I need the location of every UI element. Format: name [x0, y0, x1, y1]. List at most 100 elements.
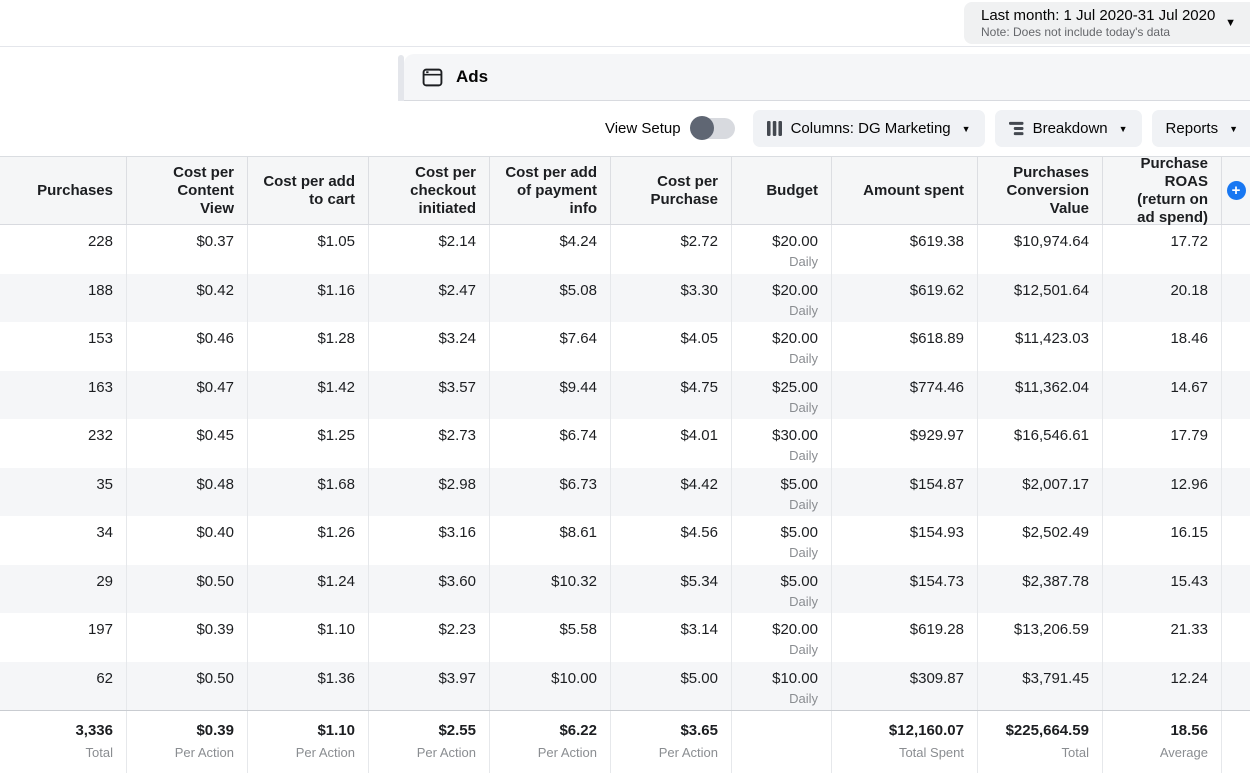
cell-purchases-conversion-value: $2,387.78	[978, 564, 1103, 613]
cell-budget: $20.00 Daily	[732, 613, 832, 662]
cell-cost-per-content-view: $0.47	[127, 370, 248, 419]
table-row[interactable]: 29 $0.50 $1.24 $3.60 $10.32 $5.34 $5.00 Daily $1…	[0, 564, 1250, 613]
footer-cell-cost-per-purchase: $3.65 Per Action	[611, 711, 732, 773]
cell-empty	[1222, 371, 1250, 420]
column-header-purchases-conversion-value[interactable]: Purchases Conversion Value	[978, 157, 1103, 224]
cell-budget: $20.00 Daily	[732, 225, 832, 274]
cell-purchases: 188	[0, 273, 127, 322]
columns-button-label: Columns: DG Marketing	[790, 120, 951, 137]
date-range-selector[interactable]: Last month: 1 Jul 2020-31 Jul 2020 Note:…	[964, 2, 1250, 44]
budget-period-label: Daily	[789, 448, 818, 463]
table-row[interactable]: 188 $0.42 $1.16 $2.47 $5.08 $3.30 $20.00 Daily $…	[0, 273, 1250, 322]
cell-purchase-roas: 14.67	[1103, 370, 1222, 419]
cell-cost-per-add-to-cart: $1.68	[248, 467, 369, 516]
column-header-cost-per-add-to-cart[interactable]: Cost per add to cart	[248, 157, 369, 224]
tab-strip: Ads	[0, 47, 1250, 101]
column-header-cost-per-add-of-payment-info[interactable]: Cost per add of payment info	[490, 157, 611, 224]
cell-cost-per-purchase: $4.01	[611, 419, 732, 468]
cell-purchases: 197	[0, 613, 127, 662]
footer-cell-cost-per-add-to-cart: $1.10 Per Action	[248, 711, 369, 773]
chevron-down-icon: ▼	[1118, 123, 1128, 134]
cell-cost-per-checkout-initiated: $3.16	[369, 516, 490, 565]
cell-cost-per-checkout-initiated: $3.97	[369, 661, 490, 710]
cell-purchase-roas: 12.24	[1103, 661, 1222, 710]
cell-cost-per-add-of-payment-info: $6.74	[490, 419, 611, 468]
cell-budget: $25.00 Daily	[732, 370, 832, 419]
cell-purchases-conversion-value: $10,974.64	[978, 225, 1103, 274]
footer-cell-amount-spent: $12,160.07 Total Spent	[832, 711, 978, 773]
cell-cost-per-content-view: $0.40	[127, 516, 248, 565]
table-row[interactable]: 35 $0.48 $1.68 $2.98 $6.73 $4.42 $5.00 Daily $15…	[0, 467, 1250, 517]
cell-purchases: 153	[0, 322, 127, 371]
view-setup-label: View Setup	[604, 120, 681, 137]
cell-cost-per-content-view: $0.46	[127, 322, 248, 371]
cell-cost-per-purchase: $4.05	[611, 322, 732, 371]
budget-period-label: Daily	[789, 642, 818, 657]
column-header-purchase-roas[interactable]: Purchase ROAS (return on ad spend)	[1103, 155, 1222, 226]
breakdown-button[interactable]: Breakdown ▼	[994, 110, 1142, 147]
cell-cost-per-add-of-payment-info: $4.24	[490, 225, 611, 274]
columns-button[interactable]: Columns: DG Marketing ▼	[752, 110, 985, 147]
cell-cost-per-content-view: $0.50	[127, 564, 248, 613]
add-column-header: +	[1222, 157, 1250, 224]
toggle-knob	[689, 116, 714, 140]
chevron-down-icon: ▼	[1225, 17, 1236, 29]
cell-empty	[1222, 468, 1250, 517]
reports-button[interactable]: Reports ▼	[1151, 110, 1250, 147]
cell-purchases-conversion-value: $11,423.03	[978, 322, 1103, 371]
footer-cell-purchase-roas: 18.56 Average	[1103, 711, 1222, 773]
column-header-cost-per-purchase[interactable]: Cost per Purchase	[611, 157, 732, 224]
column-header-amount-spent[interactable]: Amount spent	[832, 157, 978, 224]
cell-cost-per-add-of-payment-info: $9.44	[490, 370, 611, 419]
table-row[interactable]: 153 $0.46 $1.28 $3.24 $7.64 $4.05 $20.00 Daily $…	[0, 322, 1250, 371]
cell-amount-spent: $619.38	[832, 225, 978, 274]
view-setup-toggle[interactable]	[689, 116, 735, 140]
column-header-purchases[interactable]: Purchases	[0, 157, 127, 224]
cell-budget: $30.00 Daily	[732, 419, 832, 468]
cell-cost-per-content-view: $0.48	[127, 467, 248, 516]
cell-purchases-conversion-value: $2,007.17	[978, 467, 1103, 516]
cell-cost-per-content-view: $0.37	[127, 225, 248, 274]
column-header-cost-per-content-view[interactable]: Cost per Content View	[127, 157, 248, 224]
footer-cell-cost-per-checkout-initiated: $2.55 Per Action	[369, 711, 490, 773]
tab-divider	[398, 55, 404, 101]
cell-cost-per-checkout-initiated: $3.57	[369, 370, 490, 419]
cell-cost-per-add-to-cart: $1.25	[248, 419, 369, 468]
breakdown-button-label: Breakdown	[1032, 120, 1108, 137]
cell-cost-per-add-to-cart: $1.28	[248, 322, 369, 371]
cell-purchase-roas: 12.96	[1103, 467, 1222, 516]
cell-cost-per-content-view: $0.39	[127, 613, 248, 662]
cell-cost-per-checkout-initiated: $2.23	[369, 613, 490, 662]
table-row[interactable]: 197 $0.39 $1.10 $2.23 $5.58 $3.14 $20.00 Daily $…	[0, 613, 1250, 662]
table-row[interactable]: 163 $0.47 $1.42 $3.57 $9.44 $4.75 $25.00 Daily $…	[0, 370, 1250, 420]
cell-cost-per-add-of-payment-info: $10.32	[490, 564, 611, 613]
reports-button-label: Reports	[1165, 120, 1219, 137]
table-row[interactable]: 232 $0.45 $1.25 $2.73 $6.74 $4.01 $30.00 Daily $…	[0, 419, 1250, 468]
budget-period-label: Daily	[789, 399, 818, 415]
cell-amount-spent: $618.89	[832, 322, 978, 371]
ads-metrics-table: Purchases Cost per Content View Cost per a…	[0, 155, 1250, 773]
cell-cost-per-purchase: $4.56	[611, 516, 732, 565]
budget-period-label: Daily	[789, 545, 818, 560]
date-range-text: Last month: 1 Jul 2020-31 Jul 2020 Note:…	[981, 7, 1215, 40]
cell-purchases-conversion-value: $3,791.45	[978, 661, 1103, 710]
table-row[interactable]: 228 $0.37 $1.05 $2.14 $4.24 $2.72 $20.00 Daily $…	[0, 225, 1250, 274]
cell-cost-per-checkout-initiated: $2.14	[369, 225, 490, 274]
cell-budget: $20.00 Daily	[732, 322, 832, 371]
tab-ads-label: Ads	[456, 67, 489, 86]
footer-cell-budget	[732, 711, 832, 773]
table-row[interactable]: 62 $0.50 $1.36 $3.97 $10.00 $5.00 $10.00 Daily $…	[0, 661, 1250, 710]
cell-purchase-roas: 16.15	[1103, 516, 1222, 565]
cell-cost-per-add-to-cart: $1.36	[248, 661, 369, 710]
cell-amount-spent: $619.62	[832, 273, 978, 322]
add-column-icon[interactable]: +	[1226, 181, 1246, 200]
cell-cost-per-add-of-payment-info: $7.64	[490, 322, 611, 371]
cell-cost-per-content-view: $0.45	[127, 419, 248, 468]
cell-budget: $5.00 Daily	[732, 564, 832, 613]
column-header-cost-per-checkout-initiated[interactable]: Cost per checkout initiated	[369, 157, 490, 224]
column-header-budget[interactable]: Budget	[732, 157, 832, 224]
cell-cost-per-add-of-payment-info: $5.58	[490, 613, 611, 662]
table-row[interactable]: 34 $0.40 $1.26 $3.16 $8.61 $4.56 $5.00 Daily $15…	[0, 516, 1250, 565]
tab-ads[interactable]: Ads	[404, 54, 1250, 101]
cell-purchases-conversion-value: $12,501.64	[978, 273, 1103, 322]
